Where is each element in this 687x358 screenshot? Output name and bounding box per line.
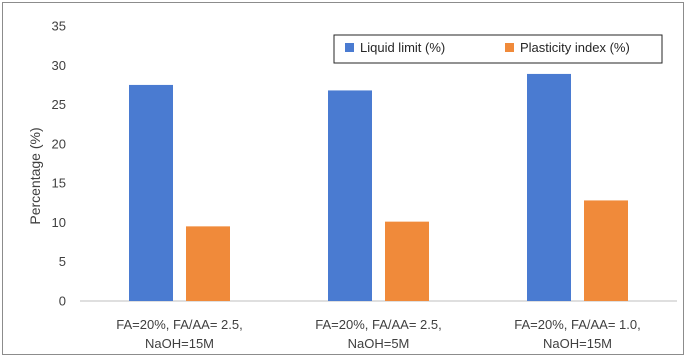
y-axis: 0 5 10 15 20 25 30 35 [52, 19, 66, 309]
legend-swatch [345, 43, 354, 52]
category-labels: FA=20%, FA/AA= 2.5, NaOH=15M FA=20%, FA/AA… [116, 317, 640, 351]
x-category-label: FA=20%, FA/AA= 1.0, NaOH=15M [514, 317, 640, 351]
legend-label: Liquid limit (%) [360, 40, 445, 55]
legend-swatch [505, 43, 514, 52]
bar-liquid-limit-2 [328, 90, 372, 301]
legend-box [333, 34, 663, 64]
bar-liquid-limit-1 [129, 84, 173, 301]
y-tick-label: 5 [59, 254, 66, 269]
y-axis-title: Percentage (%) [27, 127, 43, 224]
bars [129, 73, 628, 301]
y-tick-label: 0 [59, 294, 66, 309]
bar-liquid-limit-3 [527, 73, 571, 301]
x-category-label: FA=20%, FA/AA= 2.5, NaOH=15M [116, 317, 242, 351]
bar-plasticity-index-1 [186, 226, 230, 301]
legend: Liquid limit (%) Plasticity index (%) [333, 34, 663, 64]
y-tick-label: 15 [52, 176, 66, 191]
y-tick-label: 35 [52, 19, 66, 34]
bar-plasticity-index-3 [584, 200, 628, 301]
y-tick-label: 10 [52, 215, 66, 230]
x-category-label: FA=20%, FA/AA= 2.5, NaOH=5M [315, 317, 441, 351]
y-tick-label: 30 [52, 58, 66, 73]
legend-label: Plasticity index (%) [520, 40, 630, 55]
bar-plasticity-index-2 [385, 221, 429, 301]
y-tick-label: 20 [52, 136, 66, 151]
y-tick-label: 25 [52, 97, 66, 112]
